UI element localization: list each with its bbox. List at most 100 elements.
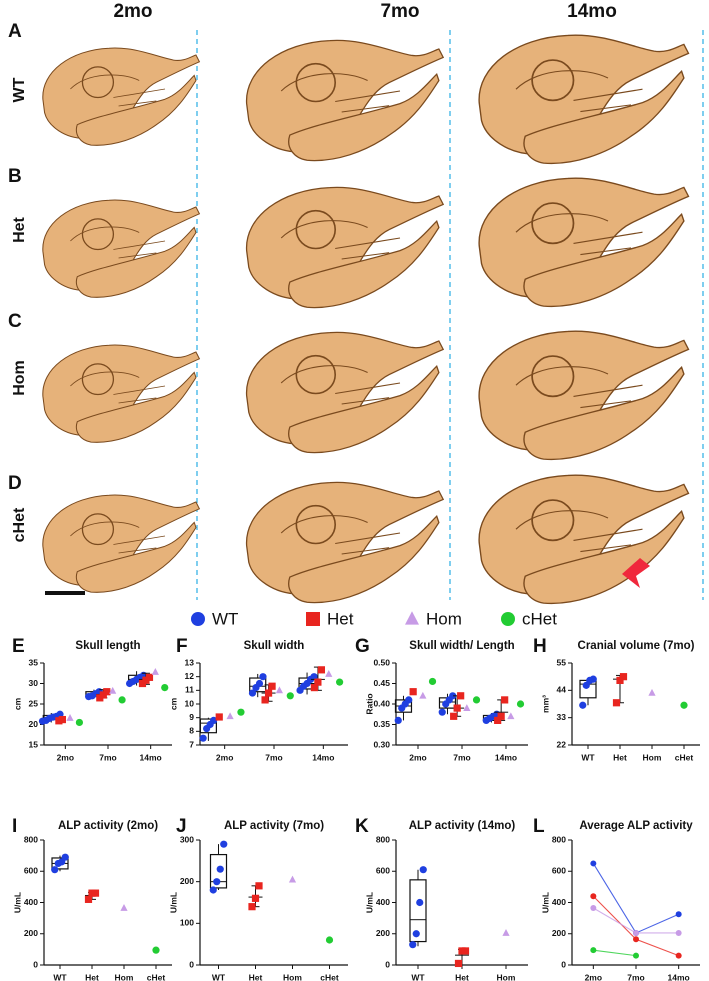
x-tick-label: 2mo bbox=[216, 752, 233, 762]
legend-label: WT bbox=[212, 609, 238, 628]
x-tick-label: cHet bbox=[675, 752, 694, 762]
data-point bbox=[454, 959, 463, 968]
series-line bbox=[592, 863, 679, 934]
panel-letter: J bbox=[176, 816, 187, 837]
skull-images bbox=[42, 34, 690, 605]
y-tick-label: 0 bbox=[385, 959, 390, 969]
y-axis-label: U/mL bbox=[12, 892, 22, 913]
series-line bbox=[593, 907, 679, 934]
x-tick-label: WT bbox=[581, 752, 595, 762]
data-point bbox=[438, 708, 446, 716]
data-point bbox=[215, 713, 223, 721]
panel-letter: B bbox=[8, 166, 22, 187]
data-point bbox=[680, 701, 688, 709]
data-point bbox=[633, 936, 639, 943]
y-tick-label: 300 bbox=[180, 834, 194, 844]
data-point bbox=[226, 712, 234, 720]
data-point bbox=[419, 866, 427, 874]
y-tick-label: 0.35 bbox=[373, 719, 390, 729]
column-header: 14mo bbox=[567, 1, 617, 22]
data-point bbox=[589, 675, 597, 683]
panel-title: ALP activity (2mo) bbox=[58, 820, 158, 832]
y-tick-label: 400 bbox=[376, 897, 390, 907]
legend-label: Het bbox=[327, 609, 354, 628]
y-axis-label: Ratio bbox=[364, 693, 374, 714]
data-point bbox=[251, 894, 260, 902]
data-point bbox=[590, 893, 597, 900]
y-tick-label: 600 bbox=[376, 866, 390, 876]
data-point bbox=[145, 673, 154, 681]
x-tick-label: 14mo bbox=[312, 752, 334, 762]
x-tick-label: WT bbox=[53, 972, 67, 981]
box bbox=[209, 853, 228, 889]
y-tick-label: 200 bbox=[24, 928, 38, 938]
series-line bbox=[593, 949, 637, 957]
data-point bbox=[317, 666, 326, 674]
y-tick-label: 33 bbox=[557, 712, 567, 722]
data-point bbox=[216, 865, 224, 873]
x-tick-label: Het bbox=[455, 972, 469, 981]
data-point bbox=[109, 686, 117, 694]
data-point bbox=[255, 882, 263, 890]
data-point bbox=[288, 875, 297, 883]
panel-letter: G bbox=[355, 636, 370, 657]
y-tick-label: 22 bbox=[557, 739, 567, 749]
x-tick-label: cHet bbox=[147, 972, 166, 981]
panel-title: ALP activity (7mo) bbox=[224, 820, 324, 832]
data-point bbox=[501, 696, 509, 704]
legend-marker bbox=[191, 612, 205, 626]
data-point bbox=[325, 936, 334, 944]
y-tick-label: 100 bbox=[180, 918, 194, 928]
data-point bbox=[648, 688, 656, 696]
y-tick-label: 12 bbox=[185, 671, 195, 681]
x-tick-label: Het bbox=[613, 752, 627, 762]
y-axis-label: cm bbox=[12, 697, 22, 710]
data-point bbox=[286, 692, 294, 700]
panel-letter: D bbox=[8, 473, 22, 494]
x-tick-label: 14mo bbox=[668, 972, 690, 981]
row-label: cHet bbox=[11, 507, 28, 542]
y-tick-label: 400 bbox=[552, 897, 566, 907]
column-header: 2mo bbox=[113, 1, 152, 22]
y-tick-label: 10 bbox=[185, 698, 195, 708]
y-tick-label: 8 bbox=[189, 726, 194, 736]
x-tick-label: 2mo bbox=[409, 752, 426, 762]
legend-label: cHet bbox=[522, 609, 557, 628]
row-label: Het bbox=[11, 216, 28, 242]
x-tick-label: Hom bbox=[643, 752, 662, 762]
y-tick-label: 0 bbox=[33, 959, 38, 969]
data-point bbox=[248, 903, 256, 911]
data-point bbox=[516, 700, 525, 708]
data-point bbox=[161, 684, 169, 692]
y-tick-label: 200 bbox=[376, 928, 390, 938]
y-tick-label: 200 bbox=[180, 876, 194, 886]
data-point bbox=[675, 929, 682, 936]
data-point bbox=[450, 712, 458, 720]
y-tick-label: 20 bbox=[29, 719, 39, 729]
data-point bbox=[84, 895, 93, 903]
x-tick-label: 14mo bbox=[140, 752, 162, 762]
y-axis-label: mm³ bbox=[540, 695, 550, 713]
data-point bbox=[152, 946, 160, 954]
y-tick-label: 0 bbox=[189, 959, 194, 969]
y-tick-label: 0.40 bbox=[373, 698, 390, 708]
data-point bbox=[51, 866, 59, 874]
legend-label: Hom bbox=[426, 609, 462, 628]
box bbox=[199, 718, 217, 734]
y-tick-label: 35 bbox=[29, 657, 39, 667]
data-point bbox=[259, 673, 267, 681]
data-point bbox=[507, 712, 515, 720]
data-point bbox=[461, 947, 470, 955]
box bbox=[409, 879, 427, 943]
data-point bbox=[612, 699, 621, 707]
data-point bbox=[199, 734, 207, 742]
x-tick-label: Het bbox=[249, 972, 263, 981]
y-tick-label: 600 bbox=[552, 866, 566, 876]
data-point bbox=[619, 673, 628, 681]
x-tick-label: WT bbox=[411, 972, 425, 981]
data-point bbox=[237, 708, 245, 716]
data-point bbox=[336, 678, 344, 686]
data-point bbox=[590, 860, 597, 867]
panel-letter: E bbox=[12, 636, 25, 657]
y-tick-label: 400 bbox=[24, 897, 38, 907]
